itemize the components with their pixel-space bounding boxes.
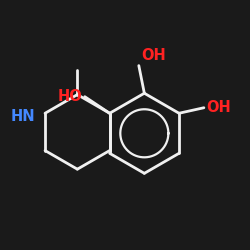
Text: OH: OH [207, 100, 232, 115]
Text: HO: HO [57, 89, 82, 104]
Text: HN: HN [11, 108, 36, 124]
Text: OH: OH [142, 48, 166, 63]
